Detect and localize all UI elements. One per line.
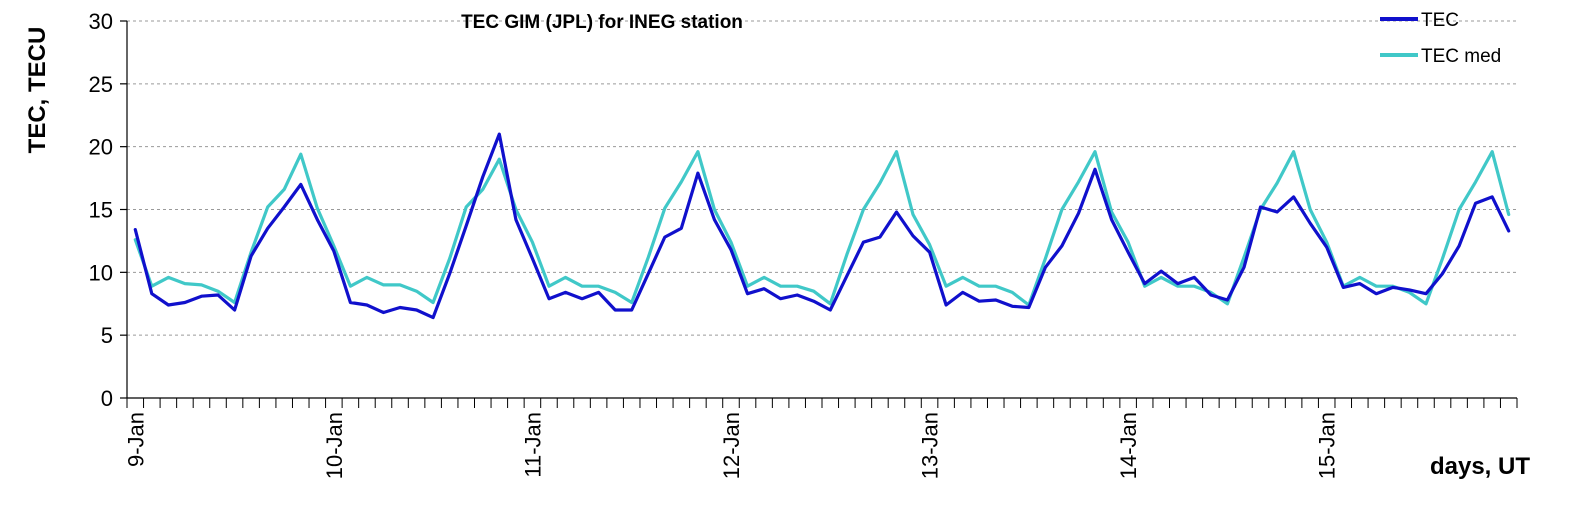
legend-label-tec-med: TEC med — [1421, 46, 1501, 67]
chart-title: TEC GIM (JPL) for INEG station — [461, 12, 743, 33]
x-ticks — [126, 398, 1518, 408]
y-tick-label: 0 — [101, 386, 113, 411]
legend-label-tec: TEC — [1421, 10, 1459, 31]
x-tick-label: 14-Jan — [1116, 412, 1141, 479]
y-tick-label: 30 — [89, 9, 113, 34]
series-layer — [133, 132, 1511, 320]
x-tick-label: 12-Jan — [719, 412, 744, 479]
series-line-tec — [133, 132, 1511, 320]
x-tick-label: 10-Jan — [322, 412, 347, 479]
x-tick-label: 15-Jan — [1315, 412, 1340, 479]
x-tick-label: 13-Jan — [918, 412, 943, 479]
y-tick-label: 10 — [89, 260, 113, 285]
x-tick-label: 9-Jan — [123, 412, 148, 467]
y-tick-label: 25 — [89, 72, 113, 97]
legend: TEC TEC med — [1380, 10, 1501, 67]
x-tick-labels: 9-Jan 10-Jan 11-Jan 12-Jan 13-Jan 14-Jan 15-Ja… — [123, 412, 1339, 479]
x-axis-label: days, UT — [1430, 453, 1530, 480]
y-axis-label: TEC, TECU — [24, 27, 51, 154]
y-tick-label: 20 — [89, 135, 113, 160]
series-line-tec-med — [133, 150, 1511, 307]
x-tick-label: 11-Jan — [520, 412, 545, 478]
y-tick-label: 15 — [89, 198, 113, 223]
y-ticks: 0 5 10 15 20 25 30 — [89, 9, 127, 411]
y-tick-label: 5 — [101, 323, 113, 348]
gridlines — [127, 20, 1517, 336]
